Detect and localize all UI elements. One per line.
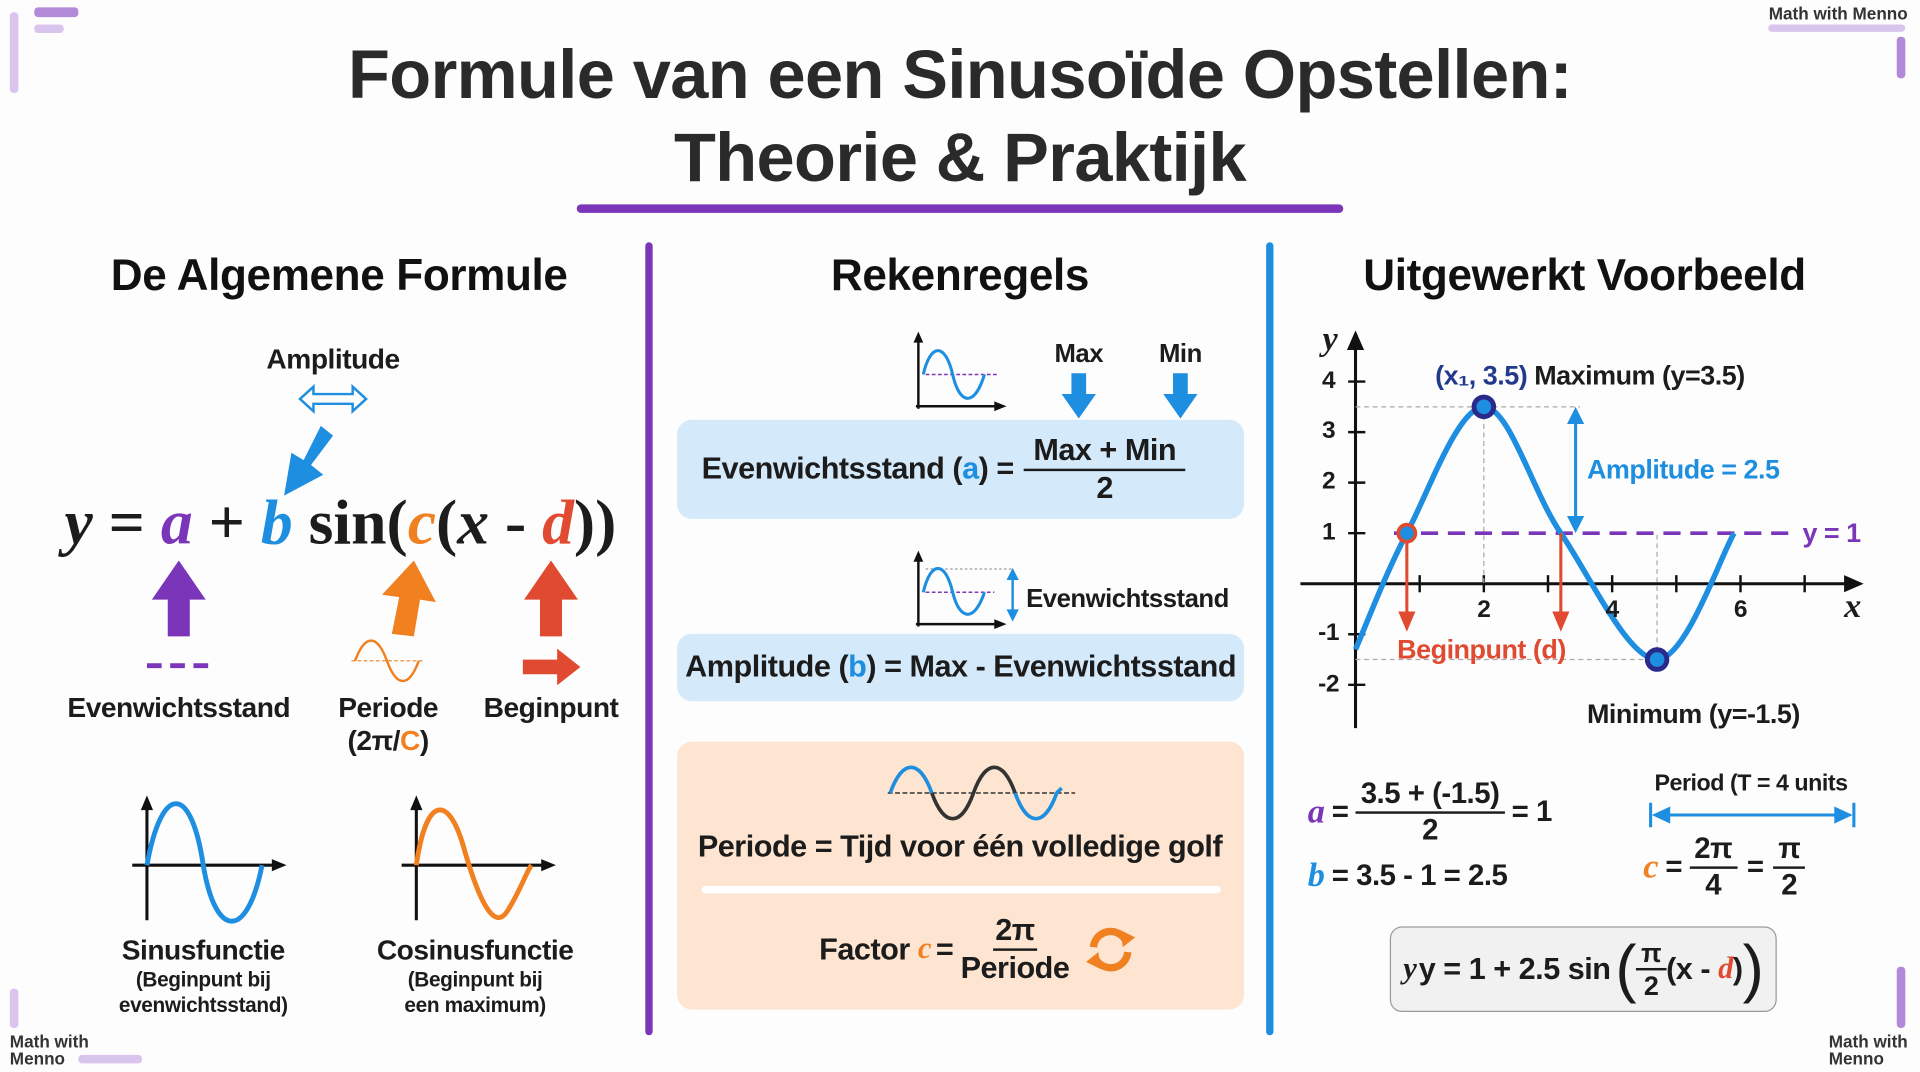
var-b: b [260, 488, 293, 559]
arrow-down-left-icon [284, 425, 334, 496]
amplitude-annotation: Amplitude = 2.5 [1586, 454, 1780, 485]
y-tick-label: -2 [1318, 670, 1339, 698]
y-tick-label: 1 [1321, 518, 1336, 546]
corner-decoration [34, 24, 64, 34]
corner-decoration [9, 12, 19, 94]
rule-box-equilibrium: Evenwichtsstand (a) = Max + Min 2 [677, 419, 1245, 519]
arrow-up-icon [151, 560, 206, 637]
corner-decoration [1896, 36, 1906, 79]
var-a: a [160, 488, 193, 559]
corner-decoration [1896, 966, 1906, 1028]
start-arrowhead [1398, 611, 1416, 632]
section-heading-rules: Rekenregels [830, 249, 1090, 300]
start-annotation: Beginpunt (d) [1397, 633, 1566, 665]
amplitude-icon-label: Evenwichtsstand [1026, 584, 1229, 614]
x-tick-label: 4 [1605, 595, 1620, 623]
minimum-marker [1644, 647, 1670, 672]
label-periode-sub: (2π/C) [347, 724, 430, 757]
x-tick-label: 2 [1477, 595, 1491, 623]
guide-line [1355, 406, 1658, 661]
calc-b: b = 3.5 - 1 = 2.5 [1307, 856, 1508, 895]
fraction: 3.5 + (-1.5) 2 [1355, 778, 1505, 848]
arrow-up-icon [524, 560, 578, 637]
arrow-right-icon [522, 648, 581, 686]
title-underline [576, 204, 1344, 213]
arrow-down-icon [1061, 373, 1096, 419]
max-min-graph-icon [913, 331, 1007, 412]
sine-wave-icon [351, 639, 425, 682]
fraction: 2π 4 [1689, 833, 1738, 903]
divider-line [701, 885, 1221, 894]
left-arrows [132, 383, 581, 924]
cosine-graph-icon [401, 795, 556, 921]
rule-box-period: Periode = Tijd voor één volledige golf F… [677, 741, 1245, 1010]
refresh-icon [1086, 927, 1136, 972]
var-d: d [542, 488, 574, 559]
double-arrow-icon [298, 383, 368, 414]
cosine-title: Cosinusfunctie [376, 933, 574, 966]
rule-box-amplitude: Amplitude (b) = Max - Evenwichtsstand [677, 633, 1245, 702]
x-axis-arrow [1844, 575, 1864, 593]
period-arrow-icon [1649, 802, 1856, 828]
cosine-subtitle: (Beginpunt bij een maximum) [404, 967, 546, 1017]
fraction: Max + Min 2 [1023, 433, 1186, 506]
corner-decoration [9, 988, 19, 1028]
start-arrowhead [1552, 611, 1570, 632]
page-title-line1: Formule van een Sinusoïde Opstellen: [348, 35, 1573, 113]
column-divider [1266, 242, 1274, 1036]
sine-graph-icon [132, 795, 287, 924]
maximum-annotation: (x₁, 3.5) Maximum (y=3.5) [1435, 359, 1745, 391]
middle-icons [913, 331, 1198, 630]
sine-title: Sinusfunctie [121, 933, 286, 966]
min-label: Min [1158, 340, 1202, 369]
var-c: c [407, 488, 436, 559]
corner-decoration [1768, 24, 1906, 32]
start-point-marker [1396, 522, 1418, 544]
watermark: Math with Menno [9, 1031, 89, 1069]
corner-decoration [78, 1054, 143, 1064]
y-tick-label: -1 [1318, 619, 1339, 647]
period-label: Period (T = 4 units [1654, 770, 1848, 797]
calc-a: a = 3.5 + (-1.5) 2 = 1 [1307, 777, 1553, 848]
y-tick-label: 2 [1321, 467, 1336, 495]
general-formula: y = a + b sin(c(x - d)) [64, 488, 617, 559]
amplitude-graph-icon [913, 550, 1019, 630]
arrow-up-icon [382, 560, 436, 637]
fraction: 2π Periode [960, 913, 1070, 986]
wave-icon [887, 765, 1076, 821]
section-heading-example: Uitgewerkt Voorbeeld [1363, 249, 1806, 300]
period-definition: Periode = Tijd voor één volledige golf [697, 829, 1223, 864]
section-heading-formula: De Algemene Formule [110, 249, 568, 300]
y-tick-label: 4 [1321, 366, 1336, 394]
corner-decoration [34, 7, 79, 18]
y-axis-arrow [1346, 330, 1365, 350]
y-axis-label: y [1322, 320, 1338, 359]
watermark: Math with Menno [1828, 1031, 1908, 1069]
maximum-marker [1471, 394, 1497, 420]
label-evenwichtsstand: Evenwichtsstand [67, 691, 291, 724]
y-tick-label: 3 [1321, 417, 1336, 445]
minimum-annotation: Minimum (y=-1.5) [1586, 698, 1800, 730]
x-axis-label: x [1844, 587, 1862, 626]
x-tick-label: 6 [1733, 595, 1748, 623]
column-divider [645, 242, 653, 1036]
max-label: Max [1054, 340, 1104, 369]
midline-annotation: y = 1 [1802, 517, 1861, 549]
watermark: Math with Menno [1768, 3, 1908, 24]
page-title-line2: Theorie & Praktijk [673, 118, 1247, 196]
sine-subtitle: (Beginpunt bij evenwichtsstand) [118, 967, 288, 1017]
label-periode: Periode [338, 691, 439, 724]
label-beginpunt: Beginpunt [483, 691, 619, 724]
amplitude-label: Amplitude [266, 342, 400, 375]
arrow-down-icon [1163, 373, 1198, 419]
